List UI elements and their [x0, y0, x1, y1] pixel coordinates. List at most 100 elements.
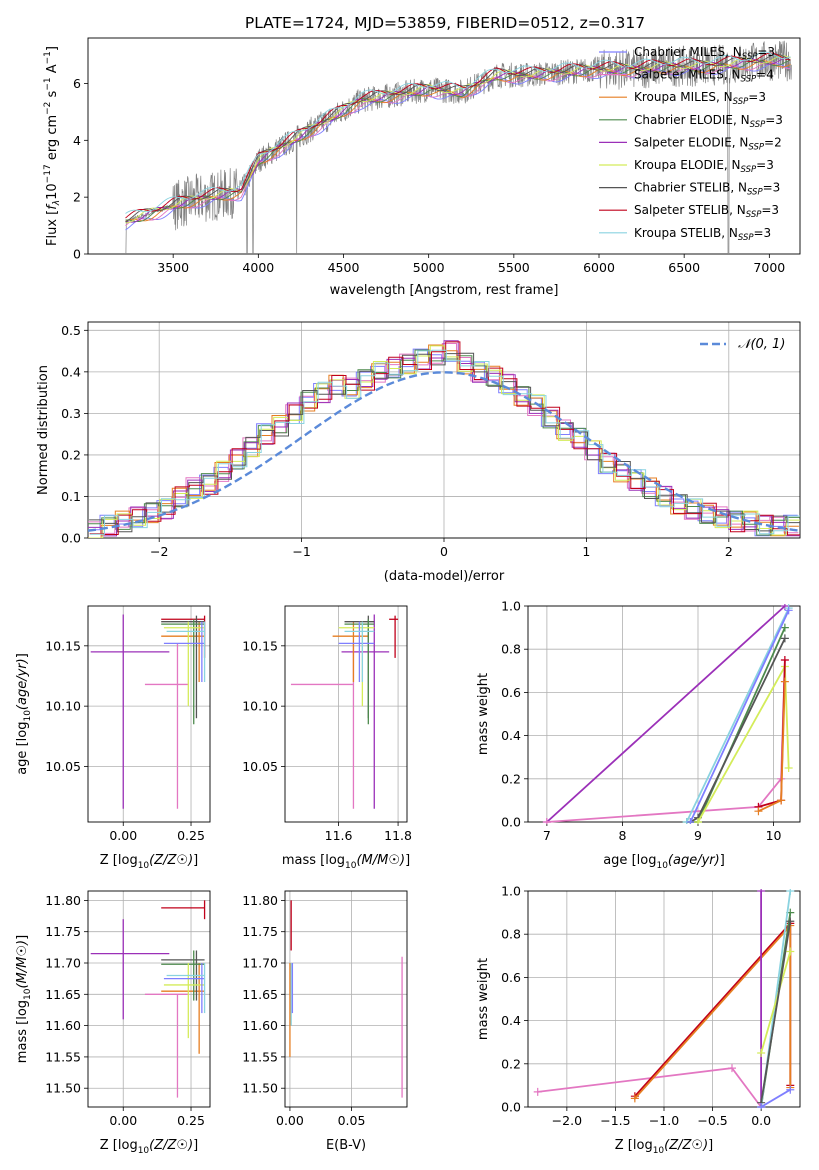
weight-line — [685, 607, 790, 823]
mass_vs_z-axes: 0.00 0.25 11.50 11.55 11.60 11.65 11.70 11.75 11… — [45, 890, 211, 1128]
x-tick-label: −2 — [150, 544, 168, 559]
y-axis-label: mass weight — [476, 958, 491, 1040]
weight-marker — [784, 764, 793, 772]
x-tick-label: 11.6 — [325, 828, 353, 843]
weight-marker — [533, 1087, 542, 1096]
y-tick-label: 0.3 — [61, 406, 81, 421]
spectrum-lines — [125, 40, 792, 254]
weight-line — [546, 605, 786, 823]
histogram-step — [88, 340, 800, 537]
x-tick-label: 0.25 — [177, 1113, 205, 1128]
x-tick-label: −1 — [292, 544, 310, 559]
y-tick-label: 11.55 — [242, 1049, 278, 1064]
x-tick-label: 1 — [582, 544, 590, 559]
weight-line — [760, 921, 792, 1103]
x-tick-label: 3500 — [157, 260, 189, 275]
x-tick-label: 0.00 — [109, 1113, 137, 1128]
plot-frame — [284, 605, 408, 823]
plot-frame — [87, 605, 211, 823]
x-axis-label: Z [log10(Z/Z☉)] — [100, 1138, 198, 1156]
y-tick-label: 0.0 — [61, 531, 81, 546]
model-spectrum-line — [125, 52, 791, 219]
legend-label: Chabrier ELODIE, NSSP=3 — [634, 113, 783, 130]
error-bars — [289, 900, 403, 1098]
y-tick-label: 6 — [73, 76, 81, 91]
y-tick-label: 0.1 — [61, 489, 81, 504]
x-axis-label: mass [log10(M/M☉)] — [282, 853, 410, 871]
histogram-step — [88, 344, 799, 538]
weight-marker — [777, 796, 786, 805]
legend-label: Kroupa MILES, NSSP=3 — [634, 90, 766, 107]
error-bars — [290, 614, 399, 809]
y-axis-label: Normed distribution — [36, 365, 51, 495]
weight-marker — [786, 889, 795, 895]
x-axis-label: Z [log10(Z/Z☉)] — [615, 1138, 713, 1156]
y-tick-label: 0.0 — [501, 1100, 521, 1115]
weight-marker — [754, 807, 763, 816]
legend-label: Kroupa ELODIE, NSSP=3 — [634, 158, 774, 175]
plot-frame — [527, 890, 801, 1108]
y-tick-label: 11.50 — [45, 1081, 81, 1096]
x-tick-label: 5000 — [413, 260, 445, 275]
x-axis-label: wavelength [Angstrom, rest frame] — [330, 283, 559, 298]
x-axis-label: (data-model)/error — [384, 569, 505, 584]
histogram-step — [89, 341, 800, 536]
y-tick-label: 11.60 — [45, 1018, 81, 1033]
histogram-step — [89, 352, 800, 533]
weight-marker — [780, 677, 789, 686]
x-tick-label: 11.8 — [384, 828, 412, 843]
weight-marker — [786, 917, 795, 926]
x-tick-label: −1.5 — [600, 1113, 630, 1128]
y-tick-label: 0.2 — [501, 771, 521, 786]
y-tick-label: 11.70 — [45, 956, 81, 971]
y-tick-label: 0.4 — [501, 1013, 521, 1028]
weight-lines — [533, 889, 795, 1109]
x-tick-label: 8 — [618, 828, 626, 843]
y-axis-label: mass [log10(M/M☉)] — [15, 935, 33, 1063]
weight-marker — [630, 1094, 639, 1103]
y-axis-label: mass weight — [476, 673, 491, 755]
histograms — [88, 340, 800, 538]
y-tick-label: 1.0 — [501, 884, 521, 899]
weight-marker — [757, 1103, 766, 1109]
model-spectrum-line — [125, 56, 791, 223]
y-tick-label: 11.75 — [45, 924, 81, 939]
error-bars — [90, 614, 206, 809]
y-tick-label: 11.75 — [242, 924, 278, 939]
histogram-step — [88, 345, 800, 538]
legend-label: Salpeter ELODIE, NSSP=2 — [634, 135, 782, 152]
x-tick-label: 2 — [725, 544, 733, 559]
y-tick-label: 0.8 — [501, 927, 521, 942]
weight-marker — [780, 656, 789, 664]
x-tick-label: 10 — [766, 828, 782, 843]
x-tick-label: −0.5 — [697, 1113, 727, 1128]
weight-marker — [686, 818, 695, 824]
y-tick-label: 1.0 — [501, 599, 521, 614]
weight-marker — [542, 818, 551, 824]
weight-lines — [542, 604, 793, 824]
y-tick-label: 10.05 — [45, 759, 81, 774]
y-tick-label: 0.4 — [501, 728, 521, 743]
weight-marker — [780, 623, 789, 632]
age_vs_z-axes: 0.00 0.25 10.05 10.10 10.15 — [45, 605, 211, 843]
plot-frame — [87, 890, 211, 1108]
x-tick-label: 7 — [543, 828, 551, 843]
y-tick-label: 11.70 — [242, 956, 278, 971]
plot-frame — [87, 321, 801, 539]
legend-label: Chabrier STELIB, NSSP=3 — [634, 181, 780, 198]
weight-line — [537, 1067, 762, 1108]
histogram-step — [88, 349, 800, 536]
legend-label: Salpeter STELIB, NSSP=3 — [634, 203, 779, 220]
y-tick-label: 11.60 — [242, 1018, 278, 1033]
x-tick-label: 4000 — [242, 260, 274, 275]
x-tick-label: 6000 — [583, 260, 615, 275]
y-tick-label: 0.8 — [501, 642, 521, 657]
weight-marker — [784, 606, 793, 615]
spectrum-legend: Chabrier MILES, NSSP=3 Salpeter MILES, NS… — [599, 45, 783, 243]
y-tick-label: 11.50 — [242, 1081, 278, 1096]
weight-marker — [786, 1085, 795, 1094]
y-tick-label: 10.15 — [242, 638, 278, 653]
x-axis-label: E(B-V) — [326, 1138, 366, 1153]
y-tick-label: 11.55 — [45, 1049, 81, 1064]
